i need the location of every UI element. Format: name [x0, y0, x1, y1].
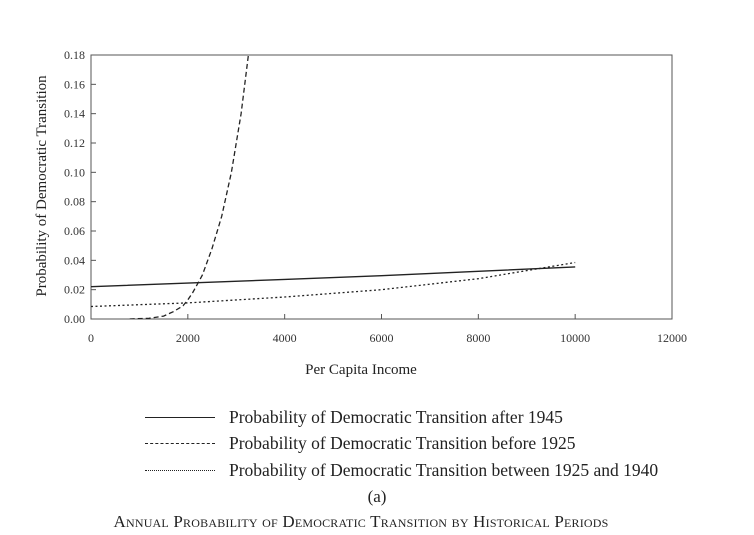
y-tick-label: 0.06 [64, 224, 85, 238]
legend-item-1925-1940: Probability of Democratic Transition bet… [145, 457, 658, 484]
legend: Probability of Democratic Transition aft… [145, 404, 658, 484]
legend-swatch-dotted [145, 469, 215, 471]
x-axis-title: Per Capita Income [305, 362, 417, 378]
y-tick-label: 0.18 [64, 48, 85, 62]
y-tick-label: 0.04 [64, 253, 85, 267]
figure-caption: Annual Probability of Democratic Transit… [113, 512, 609, 531]
x-tick-label: 6000 [370, 331, 394, 345]
plot-frame [90, 54, 673, 320]
x-tick-label: 10000 [560, 331, 590, 345]
legend-item-after-1945: Probability of Democratic Transition aft… [145, 404, 658, 431]
figure-sublabel: (a) [367, 487, 387, 506]
y-tick-label: 0.16 [64, 77, 85, 91]
x-tick-label: 4000 [273, 331, 297, 345]
y-tick-label: 0.12 [64, 136, 85, 150]
y-tick-label: 0.14 [64, 107, 85, 121]
y-axis-title: Probability of Democratic Transition [34, 75, 50, 297]
x-tick-label: 12000 [657, 331, 687, 345]
chart: 0.00 0.02 0.04 0.06 0.08 0.10 0.12 0.14 0.16 0.18… [34, 48, 687, 378]
y-tick-label: 0.10 [64, 165, 85, 179]
x-tick-label: 0 [88, 331, 94, 345]
legend-label: Probability of Democratic Transition bet… [229, 459, 659, 480]
legend-item-before-1925: Probability of Democratic Transition bef… [145, 431, 658, 458]
legend-swatch-solid [145, 416, 215, 418]
y-tick-label: 0.00 [64, 312, 85, 326]
series-line-dashed [129, 55, 250, 319]
legend-swatch-dashed [145, 443, 215, 445]
series-line-solid [91, 266, 576, 288]
x-tick-label: 2000 [176, 331, 200, 345]
y-tick-label: 0.02 [64, 283, 85, 297]
legend-label: Probability of Democratic Transition bef… [229, 433, 576, 454]
legend-label: Probability of Democratic Transition aft… [229, 406, 563, 427]
x-tick-label: 8000 [466, 331, 490, 345]
y-tick-label: 0.08 [64, 195, 85, 209]
